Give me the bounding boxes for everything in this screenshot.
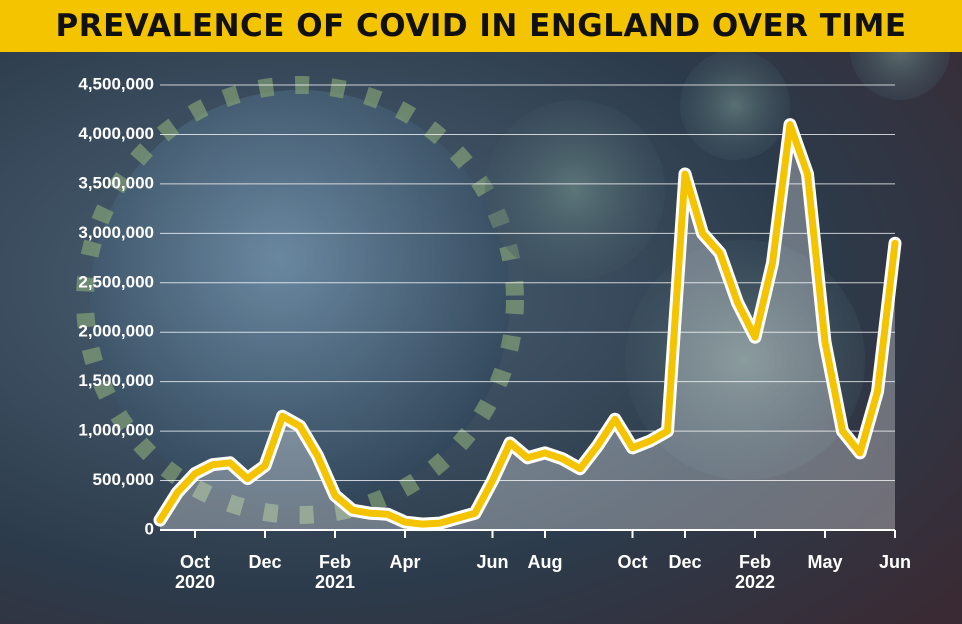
- y-tick-label: 1,000,000: [78, 421, 154, 440]
- x-tick-label: Feb 2022: [734, 552, 776, 592]
- y-tick-label: 2,500,000: [78, 272, 154, 291]
- x-tick-label: Oct 2020: [174, 552, 216, 592]
- x-tick-label: Dec: [668, 552, 702, 572]
- x-tick-label: Apr: [389, 552, 421, 572]
- chart-title: PREVALENCE OF COVID IN ENGLAND OVER TIME: [55, 8, 907, 44]
- y-tick-label: 1,500,000: [78, 371, 154, 390]
- x-tick-label: May: [807, 552, 843, 572]
- line: [156, 121, 899, 528]
- title-banner: PREVALENCE OF COVID IN ENGLAND OVER TIME: [0, 0, 962, 52]
- x-tick-label: Feb 2021: [314, 552, 356, 592]
- y-tick-label: 4,500,000: [78, 74, 154, 93]
- x-tick-label: Jun: [878, 552, 911, 572]
- x-tick-label: Jun: [476, 552, 509, 572]
- x-tick-label: Oct: [617, 552, 648, 572]
- y-tick-label: 3,500,000: [78, 173, 154, 192]
- area: [160, 124, 895, 530]
- y-tick-label: 500,000: [93, 470, 154, 489]
- y-tick-label: 2,000,000: [78, 322, 154, 341]
- x-tick-label: Aug: [527, 552, 563, 572]
- y-tick-label: 0: [145, 519, 154, 538]
- y-tick-label: 4,000,000: [78, 124, 154, 143]
- plot-area: 0 500,000 1,000,000 1,500,000 2,000,000 2,500…: [78, 74, 902, 538]
- x-tick-label: Dec: [248, 552, 282, 572]
- y-tick-label: 3,000,000: [78, 223, 154, 242]
